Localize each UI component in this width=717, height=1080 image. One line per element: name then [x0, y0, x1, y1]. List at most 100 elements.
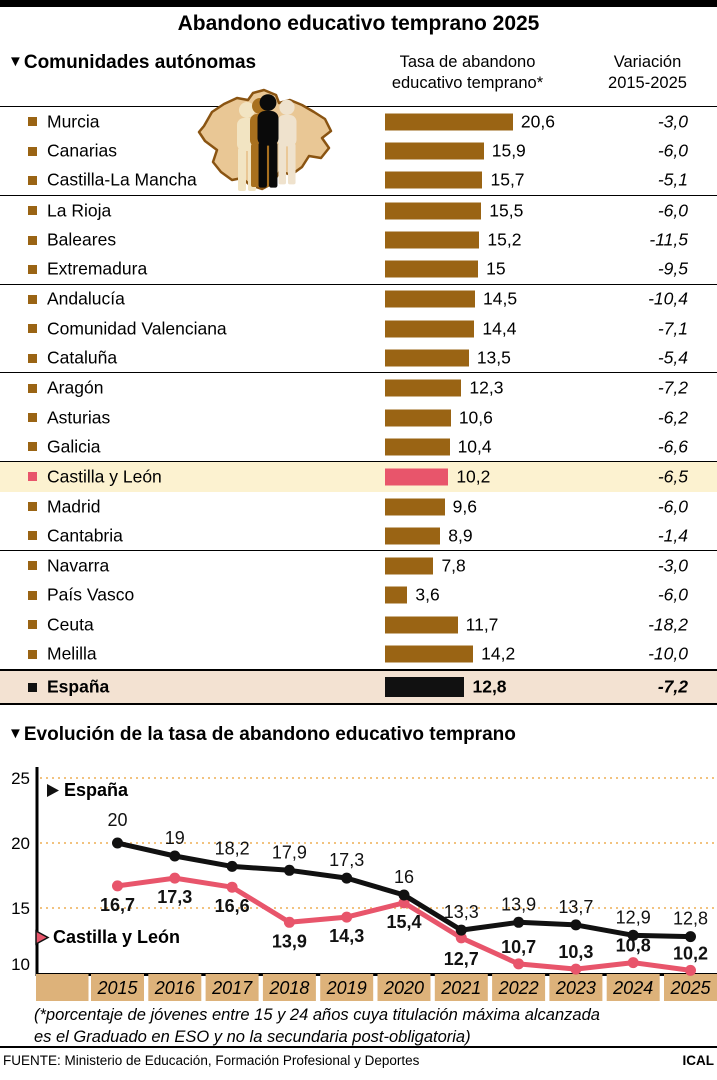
year-label: 2018	[268, 978, 309, 998]
table-row: Navarra 7,8 -3,0	[0, 551, 717, 581]
table-row: Ceuta 11,7 -18,2	[0, 610, 717, 640]
table-row: Melilla 14,2 -10,0	[0, 640, 717, 670]
rate-bar	[385, 616, 458, 634]
bullet-square-icon	[28, 146, 37, 156]
espana-legend-marker-icon	[47, 784, 59, 797]
rate-value: 10,4	[457, 436, 492, 457]
triangle-down-icon: ▼	[8, 725, 23, 742]
column-header-variation: Variación 2015-2025	[585, 52, 710, 95]
year-box	[492, 974, 546, 1001]
table-row: Canarias 15,9 -6,0	[0, 137, 717, 167]
region-name: Extremadura	[47, 258, 148, 279]
variation-value: -6,5	[657, 466, 688, 487]
castilla-y-leon-data-label: 16,6	[215, 896, 250, 916]
variation-value: -6,0	[657, 140, 688, 161]
bullet-square-icon	[28, 649, 37, 659]
series-point	[513, 958, 525, 970]
column-header-variation-line1: Variación	[613, 53, 682, 71]
variation-value: -7,2	[657, 676, 688, 697]
table-row: Madrid 9,6 -6,0	[0, 492, 717, 522]
year-label: 2024	[612, 978, 653, 998]
credit-text: ICAL	[682, 1053, 715, 1068]
year-label: 2019	[326, 978, 367, 998]
castilla-y-leon-data-label: 10,7	[501, 937, 536, 957]
variation-value: -18,2	[648, 614, 688, 635]
region-name: Andalucía	[47, 288, 125, 309]
rate-bar	[385, 498, 445, 516]
year-box	[434, 974, 488, 1001]
variation-value: -3,0	[657, 555, 688, 576]
series-point	[341, 872, 353, 884]
table-row: Extremadura 15 -9,5	[0, 255, 717, 285]
bullet-square-icon	[28, 442, 37, 452]
rate-value: 7,8	[441, 555, 466, 576]
rate-value: 14,5	[483, 288, 518, 309]
variation-value: -7,2	[657, 377, 688, 398]
series-point	[570, 963, 582, 975]
triangle-down-icon: ▼	[8, 53, 23, 70]
espana-legend-label: España	[64, 780, 129, 800]
rate-bar	[385, 290, 476, 308]
year-box	[606, 974, 660, 1001]
region-name: Cantabria	[47, 525, 123, 546]
variation-value: -6,6	[657, 436, 688, 457]
espana-data-label: 17,9	[272, 842, 307, 862]
year-box	[320, 974, 374, 1001]
header-divider	[0, 106, 717, 107]
series-point	[627, 957, 639, 969]
rate-bar	[385, 468, 449, 486]
castilla-y-leon-data-label: 10,2	[673, 943, 708, 963]
bullet-square-icon	[28, 531, 37, 541]
table-row: Cantabria 8,9 -1,4	[0, 521, 717, 551]
region-name: Melilla	[47, 643, 97, 664]
castilla-y-leon-legend-label: Castilla y León	[53, 927, 180, 947]
bullet-square-icon	[28, 383, 37, 393]
year-box-empty	[36, 974, 89, 1001]
region-name: Navarra	[47, 555, 110, 576]
variation-value: -11,5	[649, 229, 688, 250]
footnote-line1: (*porcentaje de jóvenes entre 15 y 24 añ…	[34, 1006, 600, 1024]
rate-value: 9,6	[452, 496, 477, 517]
region-name: Castilla y León	[47, 466, 162, 487]
table-row: Comunidad Valenciana 14,4 -7,1	[0, 314, 717, 344]
variation-value: -5,1	[657, 169, 688, 190]
table-row: Asturias 10,6 -6,2	[0, 403, 717, 433]
rate-bar	[385, 231, 480, 249]
table-row: Murcia 20,6 -3,0	[0, 107, 717, 137]
bullet-square-icon	[28, 620, 37, 630]
table-row: La Rioja 15,5 -6,0	[0, 196, 717, 226]
rate-value: 15,2	[487, 229, 522, 250]
series-point	[169, 850, 181, 862]
bullet-square-icon	[28, 561, 37, 571]
series-point	[341, 911, 353, 923]
year-label: 2020	[383, 978, 424, 998]
year-label: 2022	[498, 978, 539, 998]
section-title-communities: ▼Comunidades autónomas	[8, 52, 256, 74]
section-title-communities-label: Comunidades autónomas	[23, 52, 257, 73]
castilla-y-leon-legend-marker-icon	[35, 929, 50, 946]
castilla-y-leon-data-label: 16,7	[100, 895, 135, 915]
series-point	[513, 916, 525, 928]
y-tick-label: 10	[11, 955, 30, 974]
section-title-evolution: ▼Evolución de la tasa de abandono educat…	[8, 724, 516, 746]
rate-value: 20,6	[520, 111, 555, 132]
rate-bar	[385, 557, 434, 575]
footnote: (*porcentaje de jóvenes entre 15 y 24 añ…	[34, 1005, 600, 1049]
bullet-square-icon	[28, 413, 37, 423]
bullet-square-icon	[28, 117, 37, 127]
column-header-rate-line1: Tasa de abandono	[399, 53, 536, 71]
rate-value: 10,6	[458, 407, 493, 428]
variation-value: -1,4	[657, 525, 688, 546]
rate-value: 12,3	[469, 377, 504, 398]
region-name: País Vasco	[47, 584, 135, 605]
year-box	[148, 974, 202, 1001]
series-point	[455, 924, 467, 936]
rate-bar	[385, 260, 479, 278]
year-box	[205, 974, 259, 1001]
year-box	[377, 974, 431, 1001]
variation-value: -10,0	[648, 643, 688, 664]
espana-data-label: 13,3	[444, 902, 479, 922]
castilla-y-leon-map-illustration	[197, 88, 333, 191]
person-silhouette-icon	[257, 94, 279, 188]
table-row: Cataluña 13,5 -5,4	[0, 344, 717, 374]
